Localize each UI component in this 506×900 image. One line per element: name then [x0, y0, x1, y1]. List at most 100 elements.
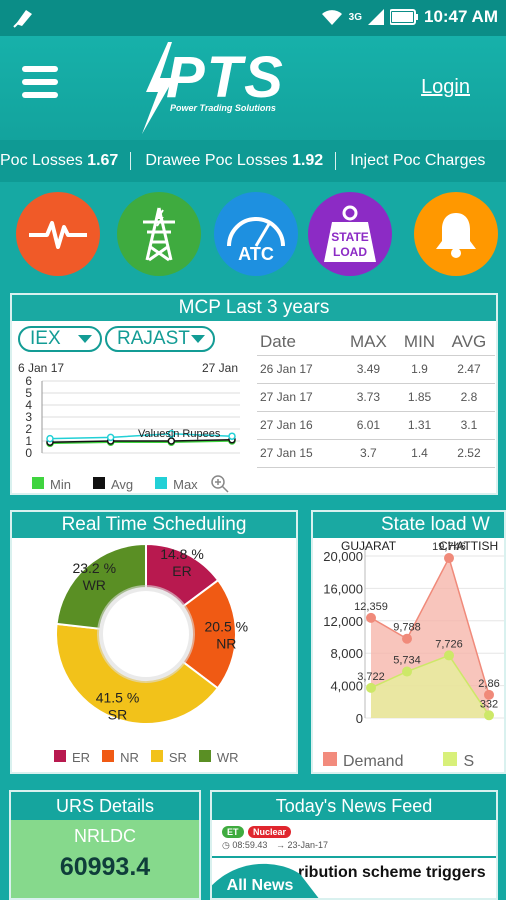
atc-button[interactable]: ATC	[214, 192, 298, 276]
table-row: 26 Jan 17 3.49 1.9 2.47	[257, 355, 495, 384]
chart-to-date: 27 Jan	[202, 361, 239, 375]
news-source-tag: ET	[222, 826, 244, 838]
data-point	[167, 430, 176, 438]
data-label: 12,359	[354, 601, 388, 613]
slice-percent-label: 14.8 %	[160, 546, 204, 562]
transmission-button[interactable]	[117, 192, 201, 276]
data-label: 2,86	[478, 678, 499, 690]
all-news-tab[interactable]: All News	[210, 854, 320, 900]
zoom-icon[interactable]	[210, 474, 230, 494]
menu-icon[interactable]	[22, 66, 58, 98]
state-load-area-chart: 20,000 16,000 12,000 8,000 4,000 0 GUJARAT CHAT…	[323, 539, 504, 726]
data-point	[366, 612, 376, 623]
rts-legend: ER NR SR WR	[54, 750, 239, 765]
chart-overlay-label: Valuesin Rupees	[138, 428, 221, 440]
series-line-min	[49, 440, 233, 445]
mcp-card: MCP Last 3 years IEX RAJAST 6 Jan 17 27 …	[10, 293, 498, 495]
data-point	[228, 432, 236, 440]
data-point	[444, 553, 454, 564]
news-title: Today's News Feed	[275, 796, 433, 816]
exchange-dropdown[interactable]: IEX	[18, 326, 102, 352]
data-point	[366, 682, 376, 693]
transmission-tower-icon	[143, 207, 175, 262]
clock-icon: ◷	[222, 840, 230, 850]
slice-percent-label: 23.2 %	[72, 560, 116, 576]
data-point	[402, 633, 412, 644]
y-tick-label: 4,000	[330, 679, 363, 694]
logo-subtitle: Power Trading Solutions	[170, 103, 276, 113]
news-feed-card: Today's News Feed ET Nuclear ◷ 08:59.43 …	[210, 790, 498, 900]
series-line-demand	[370, 556, 490, 696]
login-link[interactable]: Login	[421, 76, 470, 98]
news-headline: ribution scheme triggers	[298, 864, 486, 881]
ticker-bar: Poc Losses 1.67 Drawee Poc Losses 1.92 I…	[0, 140, 506, 182]
rts-donut-chart: 14.8 %ER 20.5 %NR 41.5 %SR 23.2 %WR	[55, 542, 249, 725]
y-tick-label: 2	[25, 422, 32, 436]
data-label: 7,726	[435, 638, 463, 650]
slice-percent-label: 20.5 %	[205, 618, 249, 634]
data-point	[444, 650, 454, 661]
legend-item-avg: Avg	[92, 476, 133, 492]
series-line-s	[370, 654, 490, 716]
legend-item-max: Max	[155, 476, 198, 492]
urs-details-card[interactable]: URS Details NRLDC 60993.4	[9, 790, 201, 900]
legend-item-er: ER	[54, 750, 90, 765]
rts-title: Real Time Scheduling	[12, 512, 296, 538]
mcp-table: Date MAX MIN AVG 26 Jan 17 3.49 1.9 2.47 27…	[257, 329, 495, 468]
network-type: 3G	[348, 11, 362, 23]
y-tick-label: 4	[25, 398, 32, 412]
chevron-down-icon	[78, 335, 92, 343]
data-point	[46, 434, 54, 443]
table-row: 27 Jan 17 3.73 1.85 2.8	[257, 383, 495, 412]
all-news-label: All News	[227, 877, 294, 894]
mcp-legend: Min Avg Max	[32, 474, 230, 494]
donut-inner-ring	[97, 585, 195, 683]
y-tick-label: 12,000	[323, 614, 363, 629]
y-tick-label: 0	[25, 446, 32, 460]
news-item[interactable]: ET Nuclear ◷ 08:59.43 → 23-Jan-17 ributi…	[210, 820, 496, 900]
ticker-item: Poc Losses 1.67	[0, 152, 132, 170]
legend-item-demand: Demand	[323, 752, 403, 771]
data-label: 5,734	[393, 655, 421, 667]
notifications-button[interactable]	[414, 192, 498, 276]
ticker-item: Inject Poc Charges	[350, 152, 486, 169]
table-row: 27 Jan 16 6.01 1.31 3.1	[257, 411, 495, 440]
atc-label: ATC	[238, 244, 274, 262]
y-tick-label: 20,000	[323, 549, 363, 564]
legend-item-min: Min	[32, 476, 71, 492]
state-load-card: State load W 20,000 16,000 12,000 8,000 4,00…	[311, 510, 506, 774]
status-bar: 3G 10:47 AM	[0, 0, 506, 36]
lightning-bolt-icon	[142, 42, 174, 134]
real-time-scheduling-card: Real Time Scheduling 14.8 % ER 20.5 % NR 41.…	[10, 510, 298, 774]
state-load-legend: Demand S	[323, 752, 474, 771]
signal-icon	[367, 9, 384, 25]
state-load-weight-icon: STATE LOAD	[324, 205, 376, 262]
urs-body: NRLDC 60993.4	[11, 820, 199, 898]
state-label: CHATTISH	[439, 539, 498, 553]
urs-title: URS Details	[55, 796, 155, 816]
news-date: 23-Jan-17	[287, 840, 328, 850]
legend-item-nr: NR	[102, 750, 139, 765]
data-point	[484, 689, 494, 700]
pulse-button[interactable]	[16, 192, 100, 276]
data-label: 19,746	[432, 541, 466, 553]
chart-from-date: 6 Jan 17	[18, 361, 65, 375]
y-tick-label: 0	[356, 711, 363, 726]
slice-name-label: SR	[108, 706, 127, 722]
quick-actions-row: ATC STATE LOAD	[0, 192, 506, 282]
atc-gauge-icon: ATC	[227, 217, 285, 262]
urs-value: 60993.4	[59, 853, 151, 881]
state-load-label-2: LOAD	[333, 245, 367, 259]
table-header-row: Date MAX MIN AVG	[257, 329, 495, 356]
bell-icon	[436, 213, 476, 258]
data-point	[167, 437, 176, 445]
y-tick-label: 16,000	[323, 581, 363, 596]
state-load-button[interactable]: STATE LOAD	[308, 192, 392, 276]
state-dropdown[interactable]: RAJAST	[105, 326, 215, 352]
logo-text: PTS	[166, 45, 285, 110]
news-category-tag: Nuclear	[247, 826, 291, 838]
news-time: 08:59.43	[232, 840, 268, 850]
series-line-avg	[49, 439, 233, 443]
battery-icon	[389, 9, 418, 25]
